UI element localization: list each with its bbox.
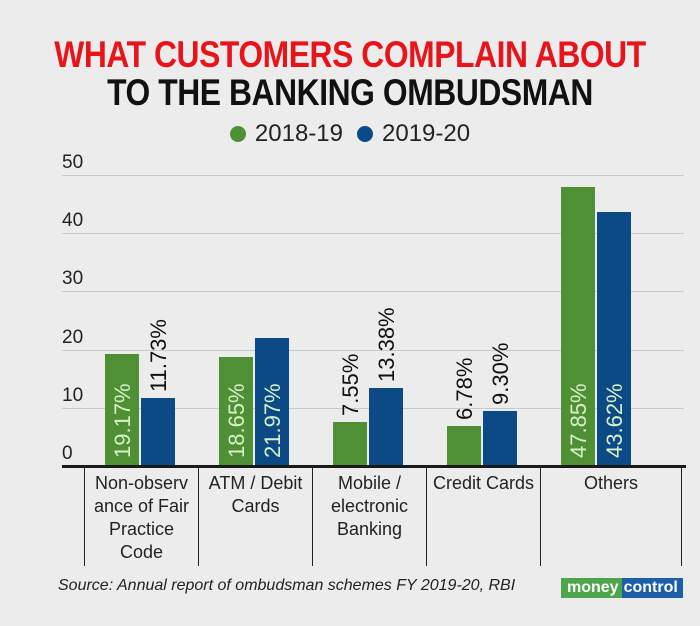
bar-2019-20-fair-practice	[141, 398, 175, 466]
category-label-others: Others	[540, 468, 681, 566]
y-tick-30: 30	[62, 268, 84, 289]
bar-2019-20-others	[597, 212, 631, 466]
bar-label: 18.65%	[224, 383, 249, 458]
y-tick-0: 0	[62, 443, 73, 464]
bar-label: 13.38%	[374, 307, 399, 382]
bar-label: 9.30%	[488, 342, 513, 405]
bar-label: 47.85%	[566, 383, 591, 458]
bar-label: 19.17%	[110, 383, 135, 458]
bar-label: 21.97%	[260, 383, 285, 458]
bar-2019-20-credit-cards	[483, 411, 517, 466]
bar-label: 43.62%	[602, 383, 627, 458]
legend-item-2018-19: 2018-19	[229, 120, 343, 148]
gridline-20	[62, 350, 684, 351]
category-label-fair-practice: Non-observ ance of Fair Practice Code	[84, 468, 198, 566]
legend-label: 2018-19	[254, 120, 343, 147]
bar-2018-19-atm	[219, 357, 253, 466]
legend-item-2019-20: 2019-20	[357, 120, 470, 148]
chart-title-line2: TO THE BANKING OMBUDSMAN	[107, 72, 593, 113]
logo-part-money: money	[561, 578, 622, 598]
chart-title-line1: WHAT CUSTOMERS COMPLAIN ABOUT	[54, 34, 646, 75]
bar-2018-19-credit-cards	[447, 426, 481, 466]
bar-2018-19-fair-practice	[105, 354, 139, 466]
category-label-mobile: Mobile / electronic Banking	[312, 468, 426, 566]
category-label-credit-cards: Credit Cards	[426, 468, 540, 566]
legend-dot-green-icon	[229, 126, 246, 142]
legend: 2018-19 2019-20	[0, 120, 700, 148]
source-note: Source: Annual report of ombudsman schem…	[58, 577, 516, 594]
bar-2018-19-mobile	[333, 422, 367, 466]
gridline-50	[62, 175, 684, 176]
y-tick-50: 50	[62, 152, 84, 173]
bar-label: 7.55%	[338, 353, 363, 416]
legend-dot-blue-icon	[357, 126, 373, 142]
gridline-30	[62, 291, 684, 292]
y-tick-10: 10	[62, 385, 84, 406]
category-divider	[681, 468, 682, 566]
y-tick-20: 20	[62, 327, 84, 348]
bar-2019-20-atm	[255, 338, 289, 466]
moneycontrol-logo: money control	[561, 578, 683, 598]
bar-label: 6.78%	[452, 357, 477, 420]
x-axis	[62, 465, 686, 468]
logo-part-control: control	[621, 578, 683, 598]
gridline-40	[62, 233, 684, 234]
y-tick-40: 40	[62, 210, 84, 231]
category-label-atm: ATM / Debit Cards	[198, 468, 312, 566]
bar-2018-19-others	[561, 187, 595, 466]
legend-label: 2019-20	[382, 120, 471, 147]
bar-2019-20-mobile	[369, 388, 403, 466]
bar-label: 11.73%	[146, 319, 171, 392]
